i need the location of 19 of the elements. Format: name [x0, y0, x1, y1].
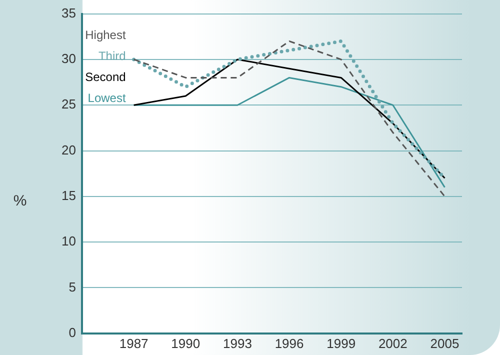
x-tick-label: 1990 [171, 336, 200, 351]
y-tick-label: 30 [62, 51, 76, 66]
x-tick-label: 1993 [222, 336, 252, 351]
x-tick-label: 1999 [326, 336, 356, 351]
x-tick-label: 2005 [430, 336, 460, 351]
y-axis-title: % [13, 192, 27, 210]
series-label: Second [85, 70, 126, 84]
y-tick-label: 15 [62, 188, 76, 204]
x-tick-label: 1987 [119, 336, 148, 351]
series-label: Highest [85, 28, 126, 42]
y-tick-label: 5 [68, 279, 76, 294]
y-tick-label: 0 [68, 324, 76, 340]
y-tick-label: 35 [62, 5, 76, 20]
x-tick-label: 2002 [378, 336, 408, 351]
y-tick-label: 25 [62, 96, 76, 112]
y-tick-label: 10 [62, 234, 76, 249]
y-tick-label: 20 [62, 142, 76, 158]
series-label: Lowest [88, 91, 126, 106]
x-tick-label: 1996 [274, 336, 304, 351]
